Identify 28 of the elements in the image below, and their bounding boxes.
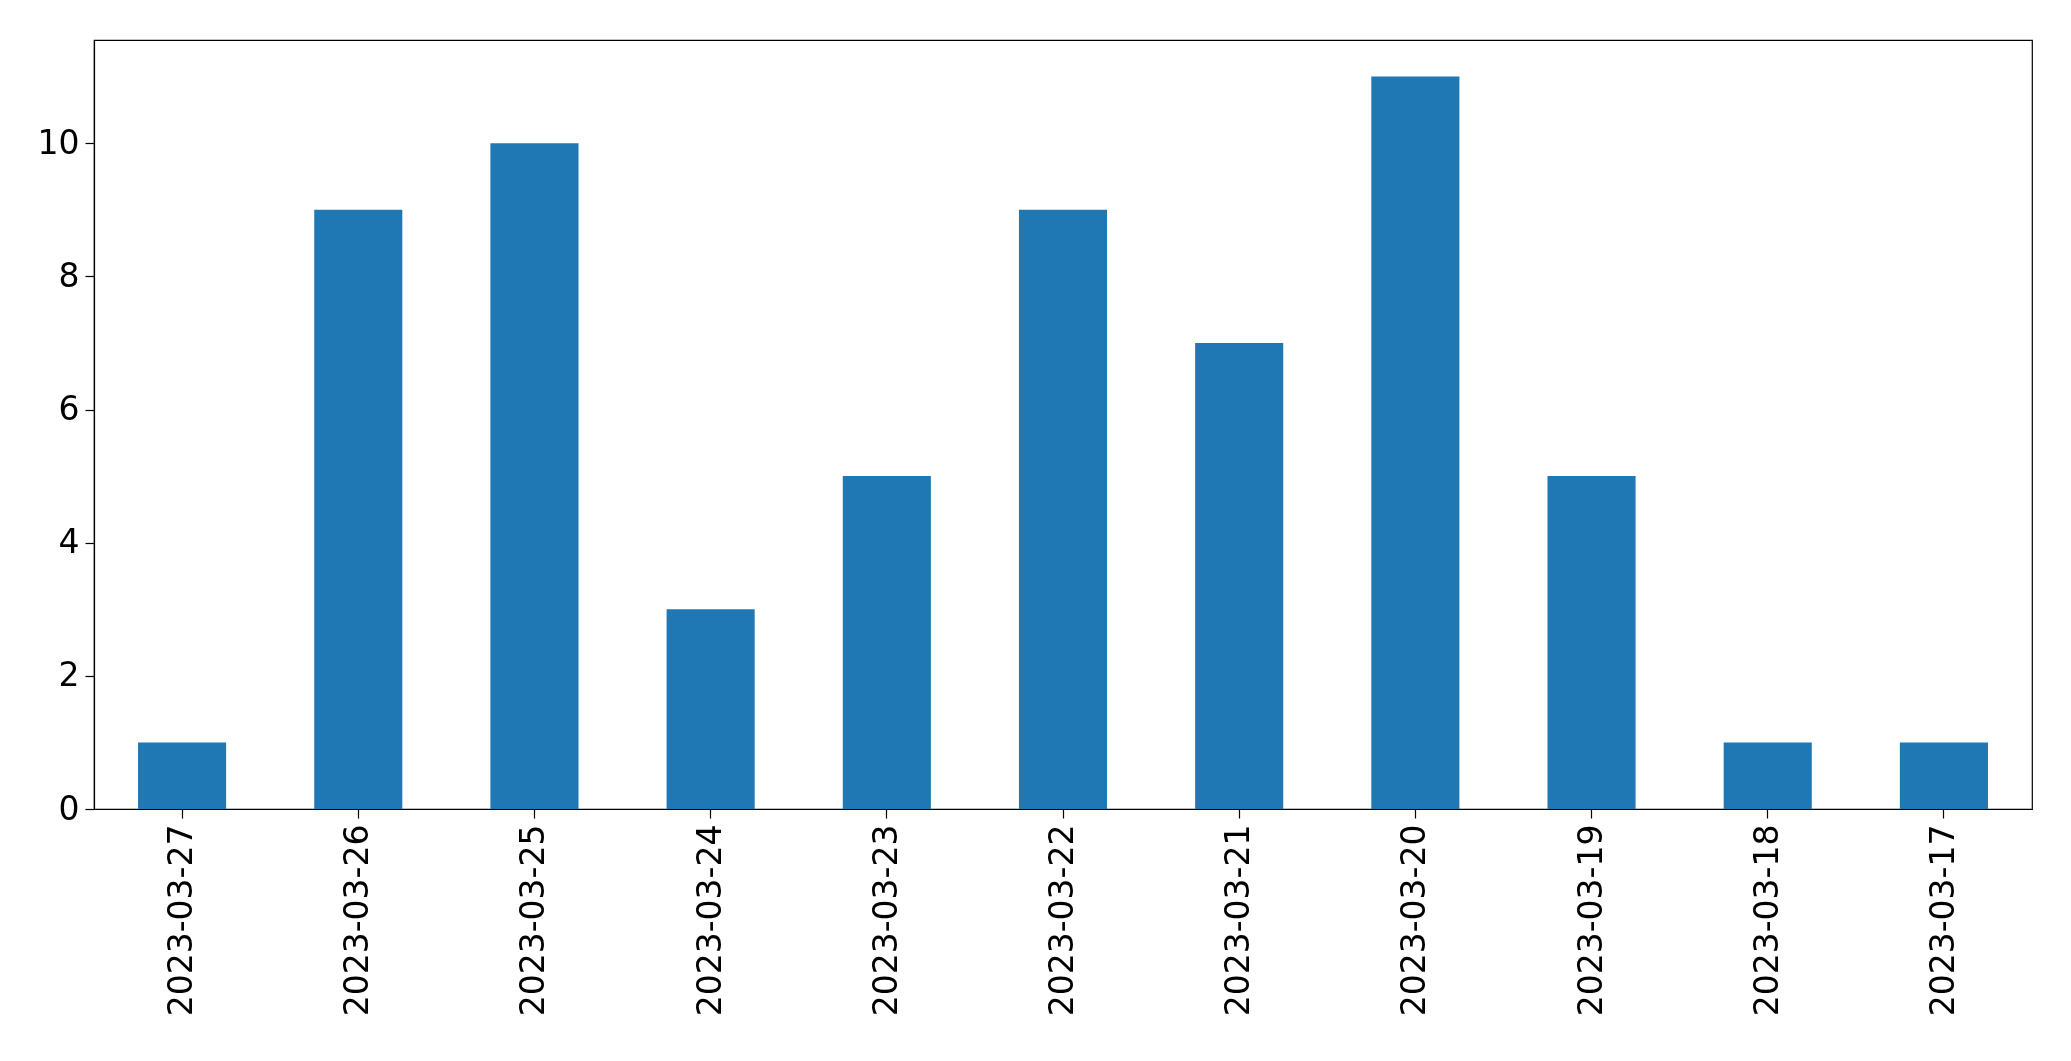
- bar: [1371, 76, 1460, 809]
- y-tick-label: 10: [37, 122, 80, 162]
- x-tick-label: 2023-03-24: [689, 824, 729, 1017]
- bar: [1018, 209, 1108, 809]
- bar: [666, 609, 755, 809]
- bar: [842, 476, 931, 809]
- x-tick-label: 2023-03-17: [1922, 824, 1962, 1017]
- y-tick-label: 4: [58, 522, 80, 562]
- bar: [1547, 476, 1636, 809]
- x-tick-label: 2023-03-21: [1218, 824, 1258, 1017]
- y-tick-label: 6: [58, 389, 80, 429]
- x-tick-label: 2023-03-27: [161, 824, 201, 1017]
- bar: [138, 742, 227, 809]
- y-tick-label: 0: [58, 788, 80, 828]
- x-tick-label: 2023-03-22: [1042, 824, 1081, 1017]
- x-tick-label: 2023-03-25: [513, 824, 553, 1017]
- bar: [490, 143, 579, 809]
- bar: [1195, 342, 1284, 809]
- x-tick-label: 2023-03-26: [337, 824, 377, 1017]
- bar: [1899, 742, 1988, 809]
- x-tick-label: 2023-03-18: [1746, 824, 1786, 1017]
- bar: [314, 209, 403, 809]
- bar: [1723, 742, 1812, 809]
- x-tick-label: 2023-03-20: [1394, 824, 1434, 1017]
- x-tick-label: 2023-03-19: [1570, 824, 1610, 1017]
- y-tick-label: 2: [58, 655, 80, 695]
- x-tick-label: 2023-03-23: [865, 824, 905, 1017]
- y-tick-label: 8: [58, 255, 80, 295]
